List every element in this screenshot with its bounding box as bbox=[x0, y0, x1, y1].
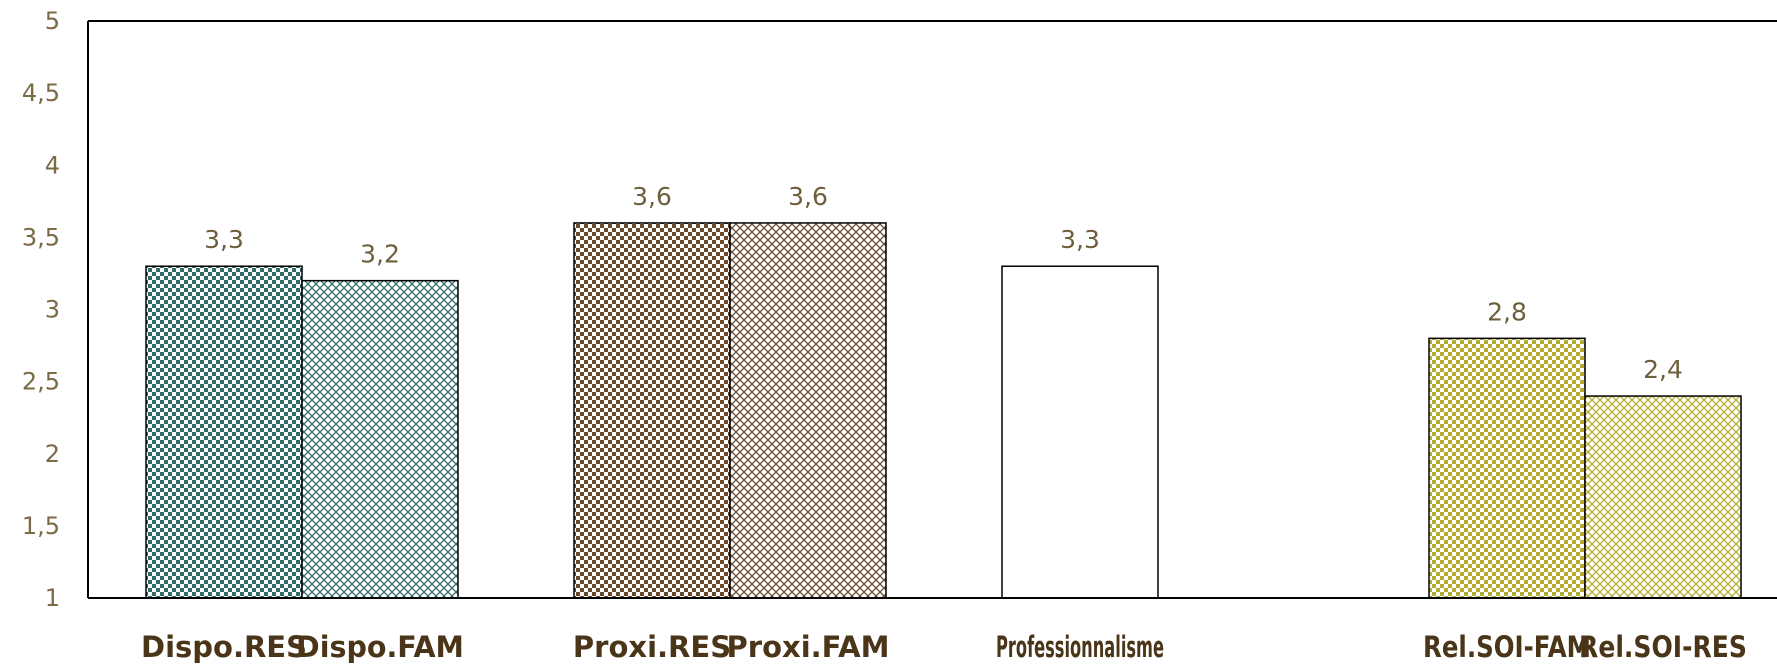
y-tick-label: 2,5 bbox=[22, 368, 60, 396]
bar-proxi-res bbox=[573, 222, 731, 599]
data-label: 3,3 bbox=[204, 225, 244, 254]
bar-dispo-res bbox=[145, 265, 303, 599]
data-label: 3,3 bbox=[1060, 225, 1100, 254]
data-labels: 3,3 3,2 3,6 3,6 3,3 2,8 2,4 bbox=[204, 182, 1683, 384]
bar-rel-soi-fam bbox=[1428, 337, 1586, 599]
category-label: Professionnalisme bbox=[996, 630, 1164, 665]
y-tick-label: 4,5 bbox=[22, 79, 60, 107]
bar-dispo-fam bbox=[301, 279, 459, 599]
category-label: Proxi.FAM bbox=[727, 630, 890, 664]
bar-rel-soi-res bbox=[1584, 395, 1742, 599]
y-tick-label: 3,5 bbox=[22, 223, 60, 251]
category-label: Rel.SOI-RES bbox=[1579, 631, 1747, 664]
category-label: Proxi.RES bbox=[573, 630, 731, 664]
data-label: 2,8 bbox=[1487, 297, 1527, 326]
y-tick-label: 2 bbox=[45, 440, 60, 468]
data-label: 3,2 bbox=[360, 240, 400, 269]
y-tick-label: 1,5 bbox=[22, 512, 60, 540]
y-tick-label: 4 bbox=[45, 151, 60, 179]
data-label: 3,6 bbox=[632, 182, 672, 211]
category-label: Dispo.RES bbox=[141, 630, 307, 664]
bars bbox=[145, 222, 1742, 599]
bar-proxi-fam bbox=[729, 222, 887, 599]
plot-frame bbox=[87, 20, 1777, 599]
y-tick-label: 1 bbox=[45, 584, 60, 612]
category-label: Rel.SOI-FAM bbox=[1423, 631, 1591, 665]
data-label: 3,6 bbox=[788, 182, 828, 211]
bar-professionnalisme bbox=[1001, 265, 1159, 599]
y-tick-label: 5 bbox=[45, 7, 60, 35]
y-tick-label: 3 bbox=[45, 296, 60, 324]
data-label: 2,4 bbox=[1643, 355, 1683, 384]
y-axis-ticks: 1 1,5 2 2,5 3 3,5 4 4,5 5 bbox=[22, 7, 60, 612]
category-label: Dispo.FAM bbox=[296, 630, 464, 664]
